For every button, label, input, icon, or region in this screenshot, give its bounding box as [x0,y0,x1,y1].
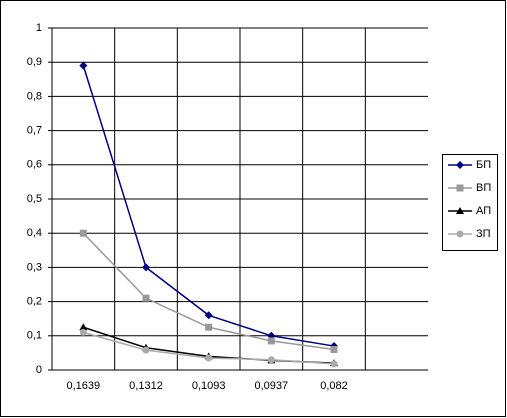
marker [79,328,87,336]
x-tick-label: 0,1093 [192,380,226,392]
x-tick-label: 0,082 [320,380,348,392]
marker [205,354,213,362]
legend-marker [456,230,464,238]
legend-label: АП [476,205,491,217]
legend-marker [456,161,464,169]
marker [330,345,338,353]
legend-marker [456,207,464,214]
legend-label: БП [476,159,491,171]
y-tick-label: 0,5 [27,193,42,205]
marker [204,311,213,320]
marker [205,323,213,331]
marker [142,263,150,272]
marker [79,229,87,237]
y-tick-label: 0,1 [27,330,42,342]
marker [79,323,88,331]
marker [267,356,275,364]
y-tick-label: 0,6 [27,159,42,171]
y-tick-label: 0,7 [27,125,42,137]
x-tick-label: 0,1312 [129,380,163,392]
legend-marker [456,184,464,192]
legend-label: ВП [476,182,491,194]
y-tick-label: 0,9 [27,56,42,68]
marker [142,346,150,354]
y-tick-label: 0 [36,364,42,376]
marker [142,294,150,302]
y-tick-label: 1 [36,22,42,34]
y-tick-label: 0,8 [27,90,42,102]
y-tick-label: 0,3 [27,261,42,273]
marker [330,360,338,368]
y-tick-label: 0,4 [27,227,42,239]
legend-label: ЗП [476,228,491,240]
x-tick-label: 0,1639 [67,380,101,392]
marker [79,61,88,70]
x-tick-label: 0,0937 [255,380,289,392]
marker [267,337,275,345]
y-tick-label: 0,2 [27,296,42,308]
